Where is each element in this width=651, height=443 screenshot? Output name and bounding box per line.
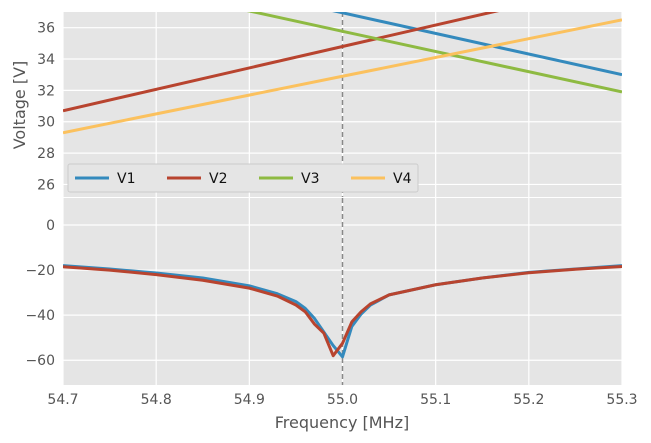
bottom-series-line-2 <box>63 264 622 358</box>
top-y-tick-label: 32 <box>37 83 55 99</box>
legend-label-v1: V1 <box>117 171 135 187</box>
legend-label-v3: V3 <box>301 171 319 187</box>
bottom-y-tick-label: −40 <box>25 308 55 324</box>
x-axis-label: Frequency [MHz] <box>275 413 409 432</box>
legend-label-v2: V2 <box>209 171 227 187</box>
top-series-line-v2 <box>63 12 500 113</box>
bottom-y-tick-label: −20 <box>25 263 55 279</box>
top-series-line-v1 <box>332 12 622 77</box>
y-axis-label: Voltage [V] <box>10 61 29 150</box>
x-tick-label: 55.2 <box>513 392 544 408</box>
x-tick-label: 55.1 <box>420 392 451 408</box>
legend: V1 V2 V3 V4 <box>67 163 419 193</box>
x-tick-label: 55.0 <box>327 392 358 408</box>
top-y-tick-label: 36 <box>37 21 55 37</box>
x-tick-label: 55.3 <box>606 392 637 408</box>
bottom-panel: −60 −40 −20 0 54.7 54.8 54.9 55.0 55.1 55.2 55.3 <box>25 198 638 408</box>
top-series-line-v3 <box>246 12 622 94</box>
legend-box <box>67 163 419 193</box>
x-tick-label: 54.9 <box>234 392 265 408</box>
top-y-tick-label: 34 <box>37 52 55 68</box>
x-tick-label: 54.8 <box>141 392 172 408</box>
top-y-tick-label: 26 <box>37 177 55 193</box>
top-series-line-v4 <box>63 18 622 135</box>
x-tick-label: 54.7 <box>47 392 78 408</box>
bottom-y-tick-label: 0 <box>46 218 55 234</box>
legend-label-v4: V4 <box>393 171 412 187</box>
top-y-tick-label: 28 <box>37 146 55 162</box>
bottom-y-tick-label: −60 <box>25 353 55 369</box>
top-y-tick-label: 30 <box>37 115 55 131</box>
